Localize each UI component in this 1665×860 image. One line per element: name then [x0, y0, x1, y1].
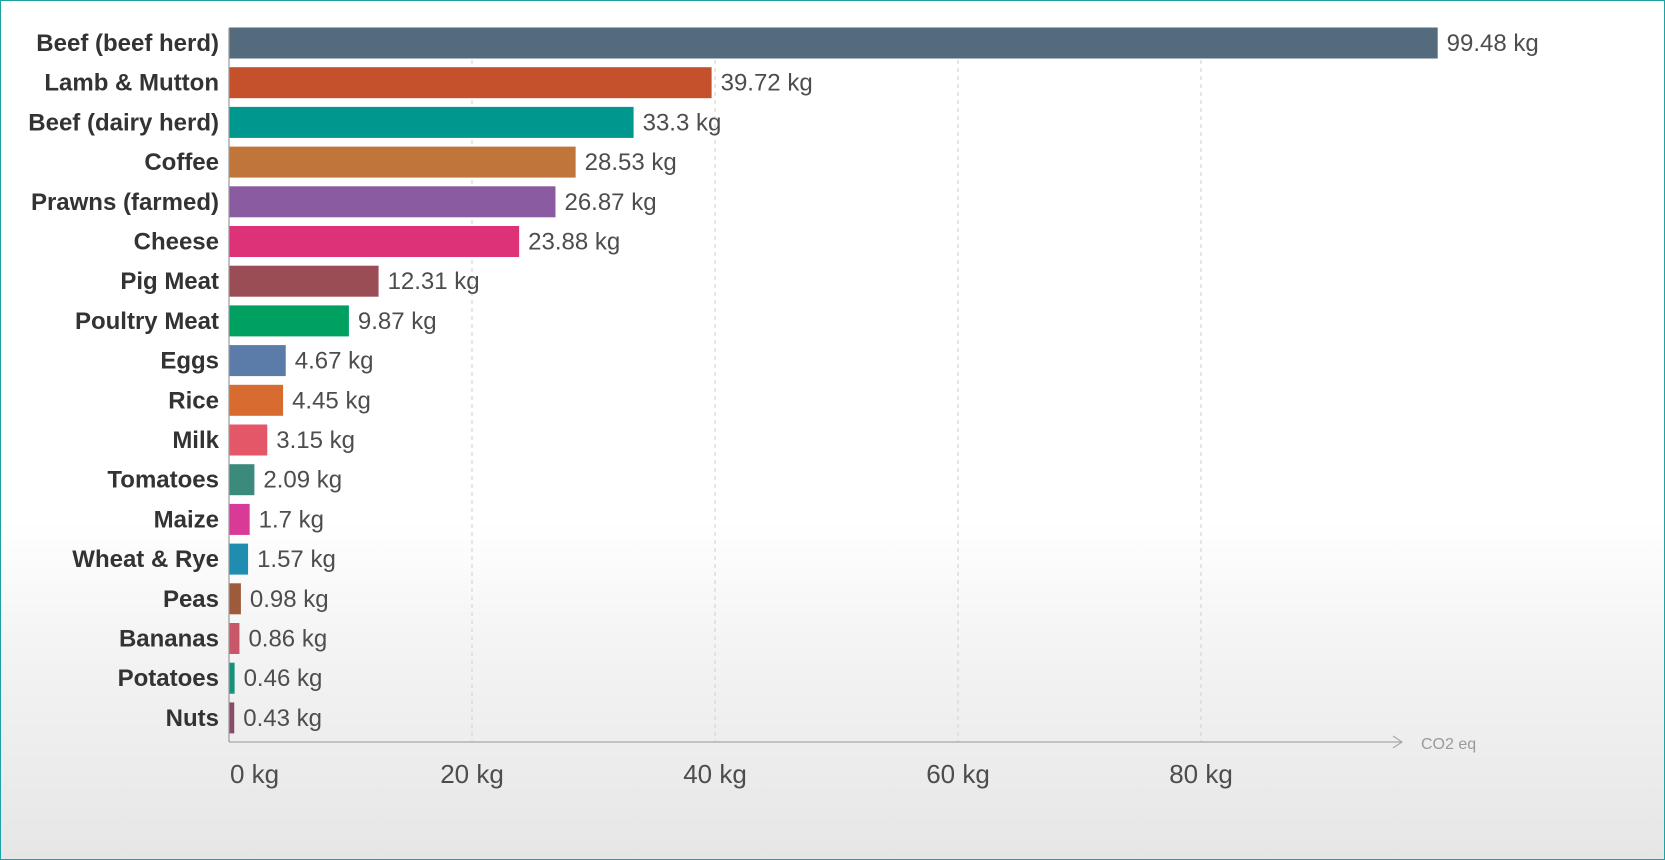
category-label: Rice [168, 387, 219, 414]
bar [229, 345, 286, 377]
data-label: 0.86 kg [248, 626, 327, 653]
data-label: 39.72 kg [721, 70, 813, 97]
bar [229, 67, 712, 99]
category-label: Pig Meat [120, 268, 219, 295]
data-label: 1.7 kg [259, 506, 324, 533]
category-label: Wheat & Rye [72, 546, 219, 573]
x-axis-unit-label: CO2 eq [1421, 736, 1476, 753]
data-label: 26.87 kg [564, 189, 656, 216]
data-label: 2.09 kg [263, 467, 342, 494]
category-label: Nuts [166, 705, 219, 732]
data-label: 28.53 kg [585, 149, 677, 176]
category-label: Potatoes [118, 665, 219, 692]
data-label: 99.48 kg [1447, 30, 1539, 57]
category-label: Poultry Meat [75, 308, 219, 335]
category-label: Maize [154, 506, 219, 533]
data-label: 0.98 kg [250, 586, 329, 613]
category-label: Prawns (farmed) [31, 189, 219, 216]
x-tick-label: 40 kg [683, 759, 747, 789]
bar [229, 464, 255, 496]
category-label: Eggs [160, 348, 219, 375]
data-label: 4.67 kg [295, 348, 374, 375]
category-label: Bananas [119, 626, 219, 653]
bar [229, 146, 576, 178]
category-label: Milk [172, 427, 219, 454]
data-label: 23.88 kg [528, 229, 620, 256]
category-label: Peas [163, 586, 219, 613]
category-label: Tomatoes [107, 467, 219, 494]
data-label: 9.87 kg [358, 308, 437, 335]
x-tick-label: 60 kg [926, 759, 990, 789]
data-label: 1.57 kg [257, 546, 336, 573]
bar [229, 503, 250, 535]
bar [229, 543, 249, 575]
bar [229, 106, 634, 138]
bar [229, 226, 520, 257]
bar [229, 27, 1438, 59]
data-label: 33.3 kg [643, 109, 722, 136]
category-label: Cheese [134, 229, 219, 256]
x-tick-label: 0 kg [230, 759, 279, 789]
bar [229, 424, 268, 456]
bar [229, 384, 284, 416]
bar [229, 186, 556, 218]
category-label: Lamb & Mutton [44, 70, 219, 97]
bar [229, 623, 240, 654]
data-label: 4.45 kg [292, 387, 371, 414]
data-label: 12.31 kg [388, 268, 480, 295]
bar [229, 583, 241, 615]
bar [229, 662, 235, 694]
category-label: Beef (dairy herd) [28, 109, 219, 136]
bar [229, 305, 349, 337]
x-tick-label: 20 kg [440, 759, 504, 789]
x-axis-arrow [1392, 735, 1404, 749]
category-label: Coffee [144, 149, 219, 176]
data-label: 0.43 kg [243, 705, 322, 732]
x-tick-label: 80 kg [1169, 759, 1233, 789]
category-label: Beef (beef herd) [36, 30, 219, 57]
data-label: 3.15 kg [276, 427, 355, 454]
bar [229, 702, 235, 734]
bar [229, 265, 379, 297]
data-label: 0.46 kg [244, 665, 323, 692]
